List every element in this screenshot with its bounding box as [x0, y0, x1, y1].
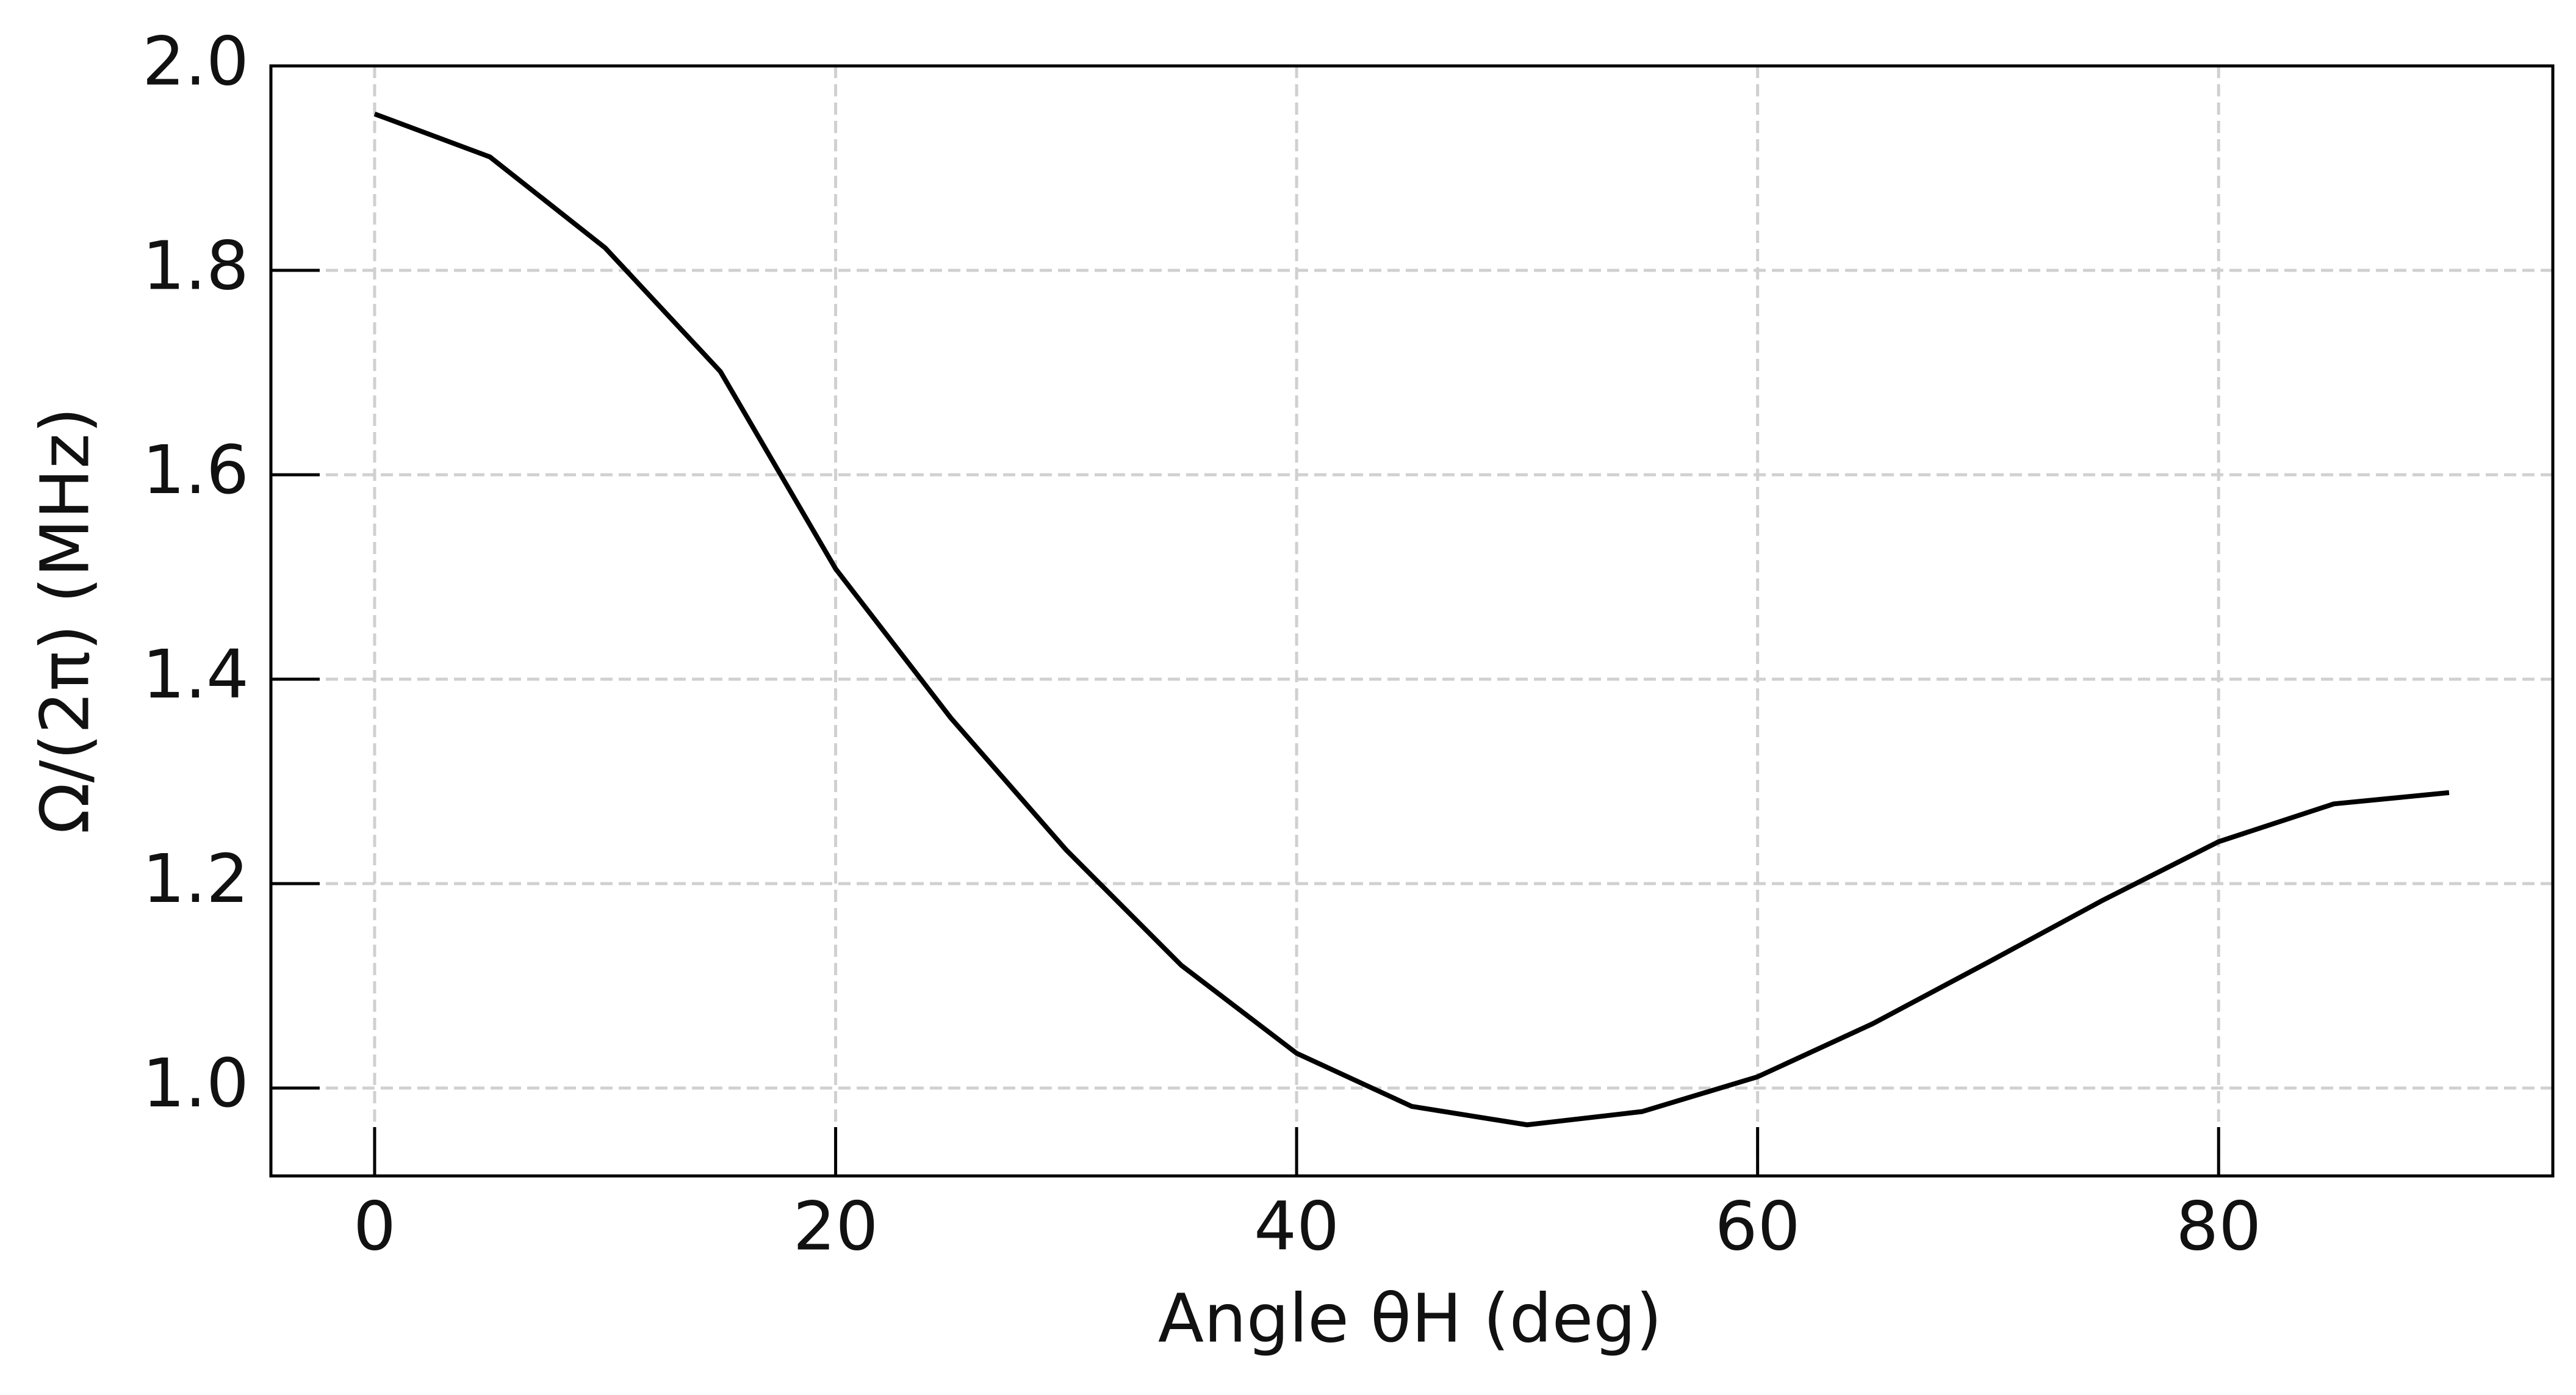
plot-frame [269, 64, 2555, 1178]
x-tick-label: 20 [793, 1187, 879, 1265]
y-axis-label: Ω/(2π) (MHz) [26, 407, 104, 834]
line-series [373, 111, 2450, 1128]
y-tick-label: 1.6 [142, 431, 249, 509]
y-tick-label: 1.4 [142, 635, 249, 713]
x-tick-label: 80 [2176, 1187, 2261, 1265]
y-tick-label: 1.2 [142, 840, 249, 918]
y-tick-label: 1.0 [142, 1044, 249, 1122]
x-tick-label: 60 [1715, 1187, 1801, 1265]
x-axis-label: Angle θH (deg) [1158, 1279, 1662, 1357]
y-tick-label: 1.8 [142, 226, 249, 305]
y-tick-label: 2.0 [142, 22, 249, 100]
x-tick-label: 40 [1254, 1187, 1339, 1265]
x-tick-label: 0 [353, 1187, 396, 1265]
